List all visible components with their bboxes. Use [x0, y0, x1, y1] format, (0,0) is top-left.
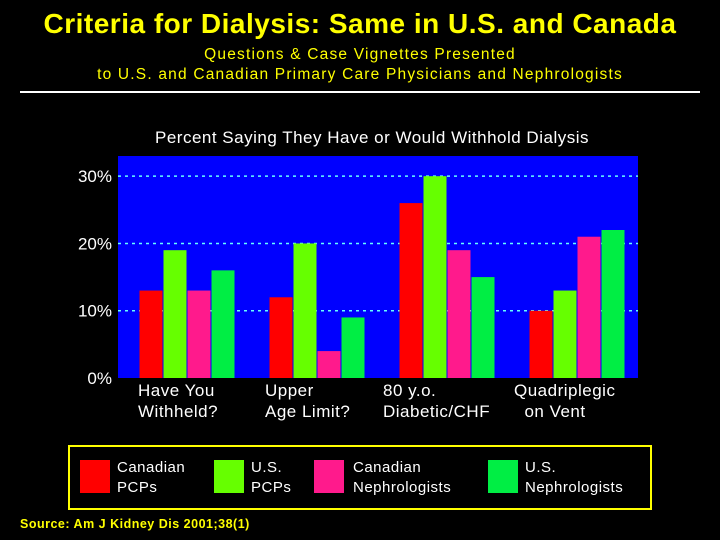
x-category-label: 80 y.o. Diabetic/CHF: [383, 381, 491, 421]
legend: [68, 445, 652, 510]
x-category-label: Quadriplegic on Vent: [514, 381, 616, 421]
y-tick-label: 20%: [78, 234, 112, 253]
subtitle-line-2: to U.S. and Canadian Primary Care Physic…: [97, 66, 623, 83]
bar: [399, 203, 423, 378]
bar: [423, 176, 447, 378]
bar: [211, 270, 235, 378]
x-category-label: Have You Withheld?: [138, 381, 219, 421]
legend-swatch: [488, 460, 518, 493]
y-tick-label: 30%: [78, 167, 112, 186]
bar: [269, 297, 293, 378]
title-divider: [20, 91, 700, 93]
chart-title: Percent Saying They Have or Would Withho…: [155, 128, 589, 147]
bar: [293, 243, 317, 378]
legend-label: Canadian Nephrologists: [353, 459, 452, 496]
legend-label: Canadian PCPs: [117, 459, 186, 496]
bar: [471, 277, 495, 378]
slide-title: Criteria for Dialysis: Same in U.S. and …: [43, 8, 677, 39]
bar: [553, 290, 577, 378]
bar: [447, 250, 471, 378]
bar: [317, 351, 341, 378]
legend-swatch: [214, 460, 244, 493]
legend-label: U.S. Nephrologists: [525, 459, 624, 496]
x-category-label: Upper Age Limit?: [265, 381, 351, 421]
subtitle-line-1: Questions & Case Vignettes Presented: [204, 46, 516, 63]
legend-label: U.S. PCPs: [251, 459, 292, 496]
bar: [341, 317, 365, 378]
bar: [163, 250, 187, 378]
bar: [601, 230, 625, 378]
bar: [139, 290, 163, 378]
bar: [577, 236, 601, 378]
y-tick-label: 10%: [78, 302, 112, 321]
source-citation: Source: Am J Kidney Dis 2001;38(1): [20, 517, 250, 531]
legend-swatch: [314, 460, 344, 493]
y-tick-label: 0%: [87, 369, 112, 388]
legend-swatch: [80, 460, 110, 493]
bar: [187, 290, 211, 378]
bar: [529, 310, 553, 378]
